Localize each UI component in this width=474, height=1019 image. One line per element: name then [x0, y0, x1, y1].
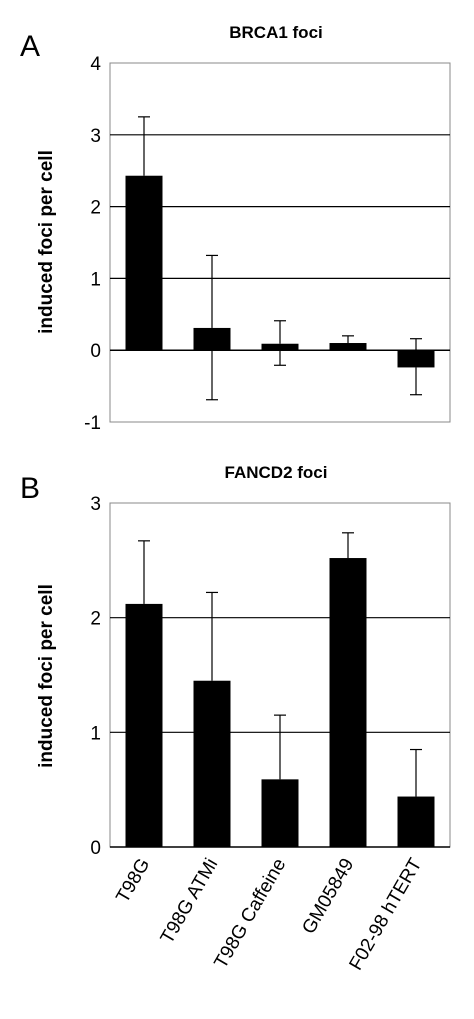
panel-b-category-label: T98G Caffeine — [211, 855, 291, 972]
panel-a-bar — [329, 343, 367, 351]
panel-b-error-bars — [138, 532, 422, 797]
panel-b-category-labels: T98G T98G ATMi T98G Caffeine GM05849 F02… — [112, 855, 426, 974]
panel-b-bar — [261, 779, 299, 847]
panel-a-bar — [261, 343, 299, 351]
panel-b-y-tick: 0 — [90, 838, 101, 859]
panel-b-plot — [109, 502, 451, 848]
panel-a-grid — [110, 134, 450, 279]
panel-b-y-axis-label: induced foci per cell — [36, 584, 57, 768]
panel-b-label: B — [20, 472, 40, 505]
panel-a-bar — [193, 327, 231, 351]
panel-b-y-tick: 1 — [90, 723, 101, 744]
panel-b-bar — [397, 796, 435, 847]
panel-a-y-tick: 4 — [90, 54, 101, 75]
panel-b-bars — [125, 558, 435, 847]
panel-a-error-bars — [138, 116, 422, 401]
panel-b-category-label: T98G ATMi — [157, 855, 223, 947]
panel-a-y-tick: 1 — [90, 269, 101, 290]
panel-a-y-ticks: 4 3 2 1 0 -1 — [84, 54, 101, 434]
panel-b-bar — [125, 603, 163, 847]
panel-b-y-tick: 3 — [90, 494, 101, 515]
panel-b-category-label: GM05849 — [298, 855, 358, 938]
panel-a-plot-frame — [109, 62, 451, 423]
panel-a-bar — [397, 350, 435, 368]
panel-b-bar — [329, 558, 367, 847]
panel-a-plot — [109, 62, 451, 423]
panel-b-title: FANCD2 foci — [225, 463, 328, 482]
panel-b-y-ticks: 3 2 1 0 — [90, 494, 101, 859]
panel-a-y-axis-label: induced foci per cell — [36, 150, 57, 334]
panel-a: A BRCA1 foci induced foci per cell 4 3 2… — [20, 23, 451, 434]
panel-a-label: A — [20, 30, 40, 63]
panel-b-y-tick: 2 — [90, 609, 101, 630]
panel-a-bars — [125, 175, 435, 368]
panel-a-y-tick: -1 — [84, 413, 101, 434]
panel-a-title: BRCA1 foci — [229, 23, 323, 42]
panel-b: B FANCD2 foci induced foci per cell 3 2 … — [20, 463, 451, 974]
panel-a-y-tick: 3 — [90, 126, 101, 147]
panel-b-category-label: T98G — [112, 855, 154, 907]
panel-b-category-label: F02-98 hTERT — [345, 855, 426, 974]
panel-a-bar — [125, 175, 163, 351]
panel-a-y-tick: 0 — [90, 341, 101, 362]
panel-a-y-tick: 2 — [90, 198, 101, 219]
panel-b-bar — [193, 680, 231, 847]
